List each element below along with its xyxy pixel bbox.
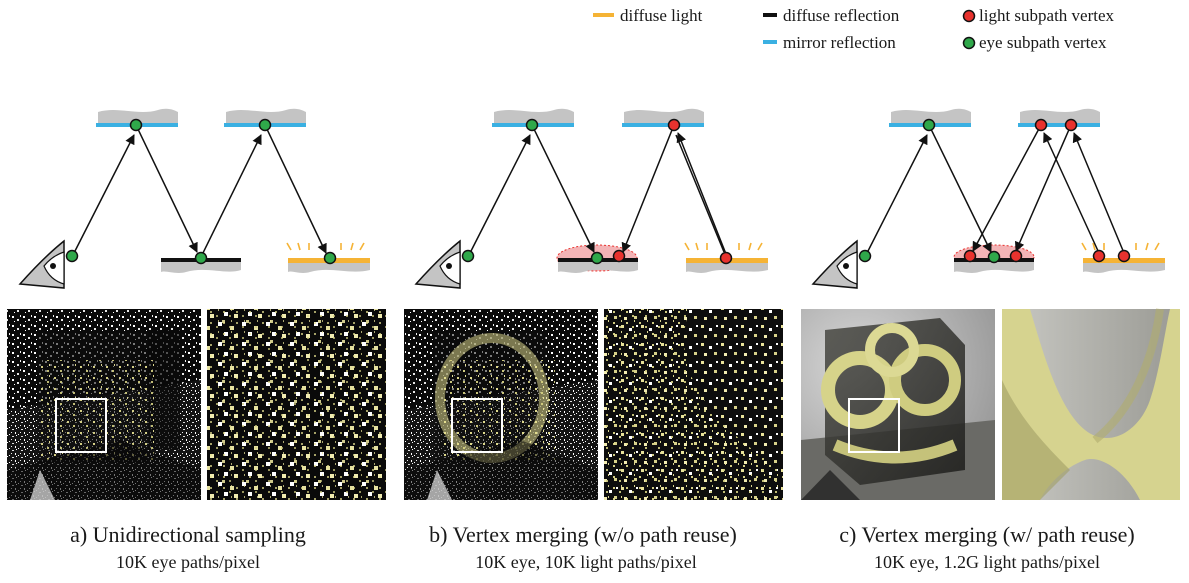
diffuse-light-swatch <box>593 13 614 17</box>
caption-a: a) Unidirectional sampling <box>70 522 306 547</box>
light-vertex <box>1064 118 1078 132</box>
zoom-box <box>451 398 503 453</box>
subcaption-a: 10K eye paths/pixel <box>116 552 260 572</box>
render-vertex-merging-with-reuse <box>801 309 995 500</box>
mirror-surface <box>622 108 704 127</box>
eye-vertex <box>987 250 1001 264</box>
zoom-unidirectional <box>207 309 386 500</box>
eye-vertex <box>922 118 936 132</box>
light-vertex <box>963 249 977 263</box>
light-vertex <box>667 118 681 132</box>
eye-vertex-swatch <box>962 36 976 50</box>
eye-icon <box>414 239 461 289</box>
subcaption-b: 10K eye, 10K light paths/pixel <box>475 552 696 572</box>
eye-vertex <box>65 249 79 263</box>
eye-vertex <box>590 251 604 265</box>
eye-subpath <box>73 124 327 258</box>
legend-item-light-vertex: light subpath vertex <box>962 6 1115 25</box>
eye-vertex <box>461 249 475 263</box>
eye-icon <box>18 239 65 289</box>
light-vertex-swatch <box>962 9 976 23</box>
light-vertex <box>1009 249 1023 263</box>
diagram-vertex-merging-no-reuse <box>414 108 768 289</box>
caption-c: c) Vertex merging (w/ path reuse) <box>839 522 1134 547</box>
diagram-vertex-merging-with-reuse <box>811 108 1165 289</box>
light-vertex <box>1117 249 1131 263</box>
caption-b: b) Vertex merging (w/o path reuse) <box>429 522 737 547</box>
legend-label: eye subpath vertex <box>979 33 1107 52</box>
render-vertex-merging-no-reuse <box>404 309 598 500</box>
light-vertex <box>1034 118 1048 132</box>
legend-item-mirror-reflection: mirror reflection <box>763 33 896 52</box>
eye-icon <box>811 239 858 289</box>
zoom-vertex-merging-with-reuse <box>1002 308 1180 500</box>
render-unidirectional <box>7 309 201 500</box>
eye-vertex <box>258 118 272 132</box>
subcaption-c: 10K eye, 1.2G light paths/pixel <box>874 552 1100 572</box>
light-vertex <box>612 249 626 263</box>
legend: diffuse light diffuse reflection light s… <box>593 6 1115 52</box>
legend-item-diffuse-light: diffuse light <box>593 6 703 25</box>
eye-vertex <box>323 251 337 265</box>
light-vertex <box>1092 249 1106 263</box>
legend-label: diffuse light <box>620 6 703 25</box>
eye-vertex <box>525 118 539 132</box>
diffuse-reflection-swatch <box>763 13 777 17</box>
eye-vertex <box>129 118 143 132</box>
light-vertex <box>719 251 733 265</box>
eye-vertex <box>858 249 872 263</box>
zoom-box <box>848 398 900 453</box>
mirror-reflection-swatch <box>763 40 777 44</box>
legend-label: mirror reflection <box>783 33 896 52</box>
subpaths <box>469 124 727 255</box>
legend-label: diffuse reflection <box>783 6 900 25</box>
zoom-box <box>55 398 107 453</box>
zoom-vertex-merging-no-reuse <box>604 309 783 500</box>
subpaths <box>866 124 1125 254</box>
legend-item-eye-vertex: eye subpath vertex <box>962 33 1107 52</box>
diagram-unidirectional <box>18 108 370 289</box>
legend-label: light subpath vertex <box>979 6 1115 25</box>
eye-vertex <box>194 251 208 265</box>
mirror-surface <box>1018 108 1100 127</box>
legend-item-diffuse-reflection: diffuse reflection <box>763 6 900 25</box>
